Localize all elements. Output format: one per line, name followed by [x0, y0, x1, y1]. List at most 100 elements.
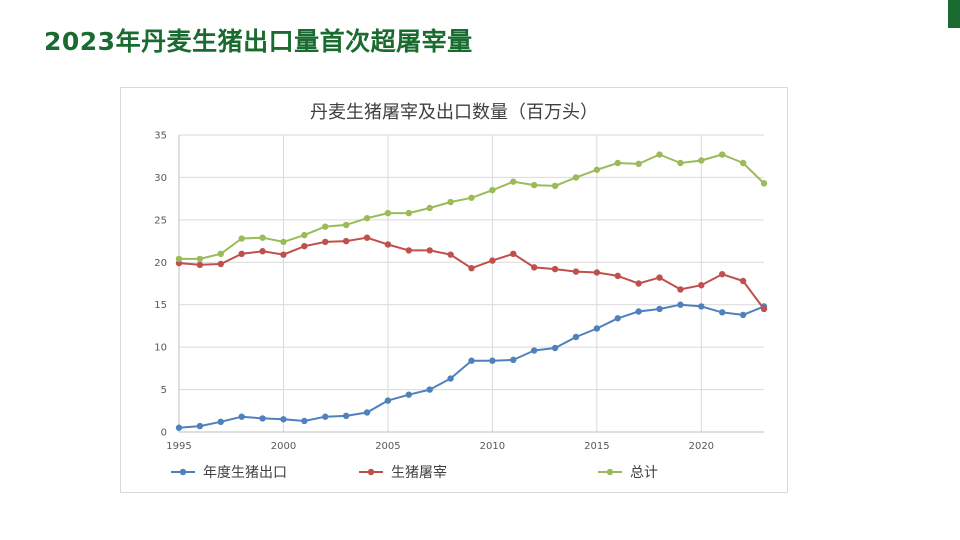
data-point [196, 422, 204, 430]
y-tick-label: 30 [154, 173, 167, 184]
data-point [698, 157, 705, 164]
data-point [635, 280, 642, 287]
data-point [468, 265, 475, 272]
data-point [614, 159, 621, 167]
data-point [196, 255, 204, 263]
x-tick-label: 2015 [584, 441, 609, 452]
data-point [342, 412, 350, 420]
data-point [739, 159, 747, 167]
data-point [572, 174, 580, 181]
data-point [405, 209, 413, 217]
data-point [217, 260, 224, 268]
x-tick-label: 2005 [375, 441, 400, 452]
data-point [259, 248, 266, 255]
legend-label: 生猪屠宰 [391, 465, 447, 481]
data-point [280, 416, 287, 423]
y-tick-label: 5 [161, 385, 167, 396]
data-point [677, 286, 684, 293]
x-tick-label: 2000 [271, 441, 296, 452]
legend-marker [606, 468, 614, 476]
data-point [405, 247, 413, 254]
data-point [426, 204, 433, 212]
y-tick-label: 35 [154, 131, 167, 142]
data-point [238, 413, 245, 420]
data-point [217, 250, 224, 257]
data-point [677, 159, 684, 167]
data-point [489, 257, 496, 264]
data-point [489, 186, 496, 194]
data-point [384, 209, 392, 217]
data-point [384, 397, 392, 404]
data-point [468, 357, 475, 364]
data-point [322, 238, 329, 246]
data-point [719, 270, 726, 278]
data-point [656, 305, 663, 313]
legend-marker [179, 468, 187, 476]
data-point [447, 198, 454, 206]
data-point [656, 274, 663, 281]
data-point [322, 413, 329, 420]
data-point [363, 234, 371, 241]
data-point [217, 418, 224, 426]
x-tick-label: 1995 [166, 441, 191, 452]
slide-title: 2023年丹麦生猪出口量首次超屠宰量 [44, 27, 473, 56]
data-point [530, 264, 538, 271]
series-line-2 [178, 236, 765, 310]
data-point [196, 261, 204, 269]
data-point [593, 166, 601, 173]
data-point [468, 194, 475, 201]
data-point [342, 237, 350, 245]
data-point [301, 242, 308, 250]
data-point [301, 231, 308, 239]
data-point [551, 265, 559, 273]
data-point [447, 251, 454, 258]
data-point [551, 344, 559, 352]
data-point [426, 386, 433, 393]
data-point [551, 182, 559, 190]
y-tick-label: 20 [154, 258, 167, 269]
data-point [656, 151, 663, 158]
data-point [719, 151, 726, 158]
data-point [259, 415, 266, 422]
data-point [677, 301, 684, 308]
data-point [510, 356, 517, 364]
line-chart: 0 5 10 15 20 25 30 35 1995 2000 2005 2010 2015 2020 年度… [154, 131, 768, 481]
data-point [635, 308, 642, 315]
y-tick-label: 0 [161, 428, 167, 439]
chart-frame: 丹麦生猪屠宰及出口数量（百万头） 0 5 10 15 20 25 30 35 1995 2000 2… [120, 87, 788, 493]
data-point [280, 251, 287, 258]
data-point [572, 268, 580, 275]
data-point [614, 272, 621, 280]
data-point [405, 391, 413, 398]
data-point [698, 281, 705, 289]
y-tick-label: 10 [154, 343, 167, 354]
data-point [719, 309, 726, 316]
x-tick-label: 2010 [480, 441, 505, 452]
legend-label: 总计 [630, 465, 658, 481]
x-tick-label: 2020 [689, 441, 714, 452]
data-point [301, 417, 308, 425]
series-line-1 [178, 303, 765, 429]
data-point [363, 214, 371, 222]
data-point [530, 347, 538, 354]
data-point [363, 409, 371, 416]
data-point [593, 269, 601, 276]
data-point [447, 375, 454, 382]
data-point [530, 181, 538, 189]
data-point [510, 178, 517, 185]
series-line-3 [179, 153, 765, 260]
chart-title: 丹麦生猪屠宰及出口数量（百万头） [310, 102, 598, 123]
y-tick-label: 25 [154, 215, 167, 226]
legend-label: 年度生猪出口 [203, 465, 287, 481]
data-point [259, 234, 266, 241]
data-point [760, 180, 768, 187]
data-point [739, 277, 747, 285]
data-point [238, 250, 245, 257]
corner-accent-bar [948, 0, 960, 28]
data-point [280, 238, 287, 246]
data-point [698, 303, 705, 310]
data-point [322, 223, 329, 230]
y-tick-label: 15 [154, 300, 167, 311]
data-point [489, 357, 496, 364]
data-point [739, 311, 747, 319]
